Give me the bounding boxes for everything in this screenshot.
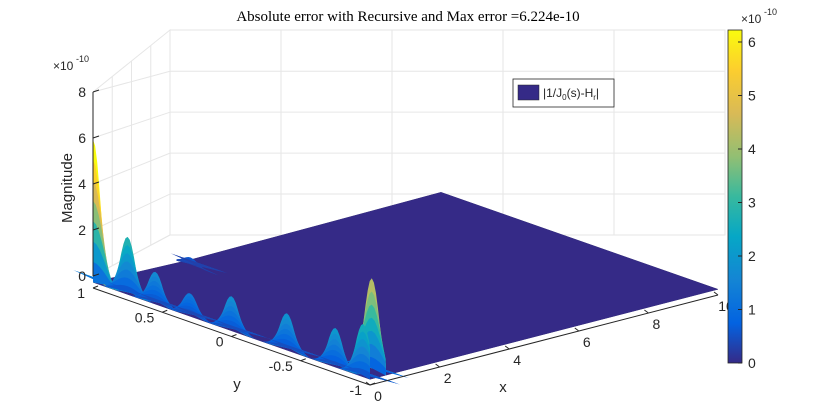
z-tick — [92, 227, 100, 231]
colorbar: 0 1 2 3 4 5 6 ×10 -10 — [727, 7, 777, 371]
y-tick-label: 0 — [216, 334, 224, 350]
y-tick-label: -0.5 — [269, 358, 293, 374]
x-tick — [574, 327, 580, 332]
x-tick — [504, 345, 510, 350]
y-tick — [92, 285, 99, 289]
z-tick-label: 6 — [78, 130, 86, 146]
error-surface — [73, 139, 719, 385]
peak-layer — [161, 304, 228, 327]
error-peak — [306, 328, 373, 378]
error-peak — [203, 296, 269, 341]
colorbar-tick-label: 4 — [748, 141, 756, 157]
colorbar-tick-label: 1 — [748, 301, 756, 317]
y-tick — [231, 334, 237, 337]
colorbar-tick-label: 2 — [748, 248, 756, 264]
x-tick-label: 4 — [513, 352, 521, 368]
peak-layer — [73, 261, 131, 293]
x-tick — [435, 363, 440, 368]
colorbar-tick-label: 0 — [748, 355, 756, 371]
z-tick — [92, 181, 100, 185]
z-exponent-base: ×10 — [53, 59, 74, 73]
z-tick — [92, 135, 100, 139]
error-peak — [334, 323, 401, 385]
z-tick-label: 4 — [78, 176, 86, 192]
peak-layer — [170, 253, 228, 276]
x-tick-label: 6 — [583, 334, 591, 350]
peak-layer — [203, 318, 269, 341]
z-ticks: 0 2 4 6 8 — [78, 84, 100, 284]
y-ticks: 1 0.5 0 -0.5 -1 — [77, 285, 376, 398]
y-tick — [162, 309, 168, 313]
x-tick-label: 0 — [374, 388, 382, 404]
z-tick-label: 0 — [78, 268, 86, 284]
peak-layer — [163, 304, 226, 326]
colorbar-tick-label: 5 — [748, 87, 756, 103]
z-tick — [92, 273, 100, 277]
x-tick — [644, 309, 649, 314]
peak-layer — [306, 354, 373, 378]
x-tick — [713, 291, 719, 296]
y-axis-label: y — [233, 376, 241, 393]
peak-layer — [258, 337, 325, 361]
legend-label: |1/J0(s)-Hr| — [543, 86, 599, 102]
z-tick-label: 2 — [78, 222, 86, 238]
peak-layer — [75, 241, 129, 292]
x-tick-label: 2 — [444, 370, 452, 386]
y-tick — [369, 382, 376, 386]
z-tick-label: 8 — [78, 84, 86, 100]
colorbar-tick-label: 3 — [748, 194, 756, 210]
colorbar-exponent-base: ×10 — [741, 12, 762, 26]
chart-title: Absolute error with Recursive and Max er… — [236, 9, 579, 25]
grid-lines — [92, 30, 726, 277]
y-tick — [300, 358, 306, 362]
error-peak — [170, 253, 228, 276]
legend: |1/J0(s)-Hr| — [512, 78, 615, 108]
colorbar-ticks: 0 1 2 3 4 5 6 — [738, 34, 756, 371]
y-tick-label: 1 — [77, 285, 85, 301]
legend-swatch — [517, 84, 540, 101]
y-tick-label: -1 — [350, 382, 363, 398]
y-tick-label: 0.5 — [135, 309, 155, 325]
peak-layer — [126, 291, 193, 315]
peak-layer — [99, 282, 165, 305]
error-peak — [126, 271, 193, 315]
z-axis-label: Magnitude — [59, 153, 76, 223]
x-tick — [365, 381, 371, 386]
x-tick-label: 8 — [653, 316, 661, 332]
x-axis-label: x — [499, 379, 507, 396]
colorbar-exponent-power: -10 — [764, 7, 777, 17]
z-exponent-power: -10 — [76, 54, 89, 64]
x-axis-line — [369, 294, 719, 386]
colorbar-gradient — [727, 29, 743, 364]
peak-layer — [334, 364, 401, 385]
error-peak — [161, 293, 228, 327]
z-axis-exponent: ×10 -10 — [53, 54, 89, 73]
error-peak — [258, 313, 325, 361]
colorbar-tick-label: 6 — [748, 34, 756, 50]
z-tick — [92, 89, 100, 93]
